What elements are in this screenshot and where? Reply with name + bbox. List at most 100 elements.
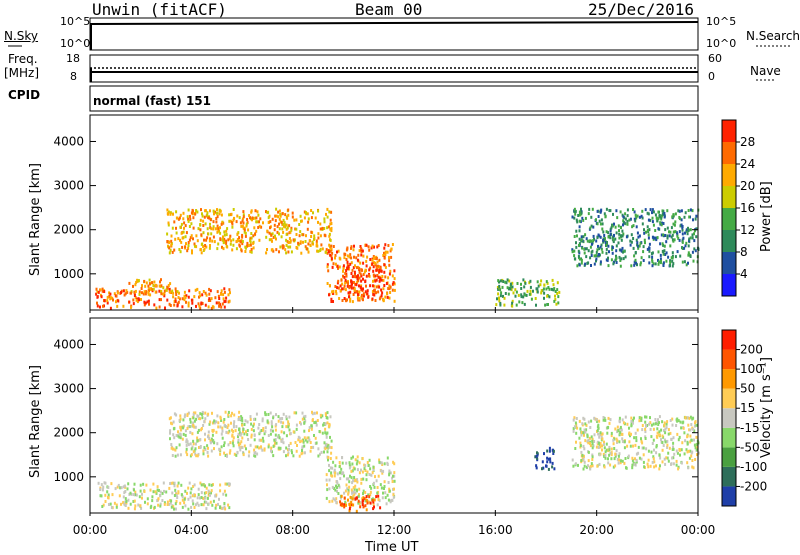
velocity-cells-cell <box>638 419 641 423</box>
power-cells-cell <box>310 230 313 234</box>
velocity-cells-cell <box>338 465 341 469</box>
power-cells-cell <box>216 208 218 212</box>
power-cells-cell <box>282 223 285 227</box>
power-cells-cell <box>188 225 191 228</box>
power-cells-cell <box>171 226 174 230</box>
power-cells-cell <box>186 249 189 253</box>
velocity-cells-cell <box>291 451 293 455</box>
power-cells-cell <box>300 251 303 255</box>
velocity-cells-cell <box>216 442 219 446</box>
power-cells-cell <box>145 281 148 285</box>
power-cells-cell <box>262 221 264 225</box>
power-cells-cell <box>138 292 141 296</box>
velocity-cells-cell <box>383 462 386 466</box>
power-cells-cell <box>674 230 677 234</box>
power-cells-cell <box>241 224 244 228</box>
velocity-cells-cell <box>693 424 696 428</box>
power-cells-cell <box>544 303 547 307</box>
power-cells-cell <box>273 223 276 227</box>
velocity-cells-cell <box>295 411 298 415</box>
power-cells-cell <box>576 220 579 224</box>
velocity-cells-cell <box>618 420 621 424</box>
velocity-cells-cell <box>373 498 376 502</box>
y-tick-label: 2000 <box>53 426 84 440</box>
velocity-cells-cell <box>187 411 190 415</box>
velocity-cells-cell <box>267 443 270 447</box>
velocity-cells-cell <box>618 427 621 431</box>
power-cells-cell <box>249 216 251 220</box>
velocity-cells-cell <box>672 441 675 445</box>
velocity-cells-cell <box>231 428 233 432</box>
power-cells-cell <box>288 224 291 228</box>
power-cells-cell <box>193 295 196 299</box>
velocity-cells-cell <box>652 455 655 459</box>
velocity-cells-cell <box>610 434 613 438</box>
power-cells-cell <box>499 301 502 305</box>
power-cells-cell <box>666 226 669 230</box>
velocity-cells-cell <box>232 444 235 448</box>
velocity-cells-cell <box>642 453 645 457</box>
velocity-cells-cell <box>234 429 237 433</box>
power-cells-cell <box>612 237 615 241</box>
power-cells-cell <box>160 290 163 294</box>
velocity-cells-cell <box>666 456 669 460</box>
velocity-cells-cell <box>109 502 112 506</box>
power-cells-cell <box>509 285 512 288</box>
power-cells-cell <box>160 292 163 296</box>
velocity-cells-cell <box>274 433 277 437</box>
power-cells-cell <box>367 274 370 278</box>
power-cells-cell <box>583 251 586 255</box>
velocity-cells-cell <box>641 446 644 450</box>
power-cells-cell <box>351 300 354 304</box>
power-cells-cell <box>633 254 636 258</box>
velocity-cells-cell <box>633 436 636 440</box>
power-panel <box>89 114 700 311</box>
colorbar-swatch <box>722 408 736 428</box>
velocity-cells-cell <box>630 422 633 426</box>
power-cells-cell <box>390 255 393 259</box>
power-cells-cell <box>657 217 660 221</box>
velocity-cells-cell <box>610 431 613 435</box>
power-cells-cell <box>575 245 578 249</box>
velocity-cells-cell <box>192 413 195 416</box>
velocity-cells-cell <box>377 498 380 501</box>
power-cells-cell <box>305 234 307 238</box>
power-cells-cell <box>622 223 624 227</box>
velocity-cells-cell <box>336 489 338 493</box>
power-cells-cell <box>600 218 603 222</box>
velocity-cells-cell <box>343 474 345 478</box>
velocity-cells-cell <box>172 481 174 485</box>
power-cells-cell <box>683 246 686 250</box>
velocity-cells-cell <box>334 488 337 492</box>
velocity-cells-cell <box>193 419 196 423</box>
power-cells-cell <box>383 284 386 287</box>
velocity-cells-cell <box>534 455 537 459</box>
power-cells-cell <box>336 250 338 254</box>
velocity-cells-cell <box>655 451 658 455</box>
power-cells-cell <box>189 236 192 240</box>
power-cells-cell <box>357 293 359 297</box>
velocity-cells-cell <box>321 431 324 435</box>
velocity-cells-cell <box>587 420 590 424</box>
velocity-cells-cell <box>325 496 328 500</box>
power-cells-cell <box>106 299 109 303</box>
velocity-cells-cell <box>601 444 603 448</box>
velocity-cells-cell <box>574 421 577 425</box>
velocity-cells-cell <box>285 434 288 438</box>
power-cells-cell <box>537 284 540 288</box>
velocity-cells-cell <box>364 469 367 472</box>
power-cells-cell <box>632 237 635 240</box>
velocity-cells-cell <box>377 474 380 478</box>
power-cells-cell <box>622 250 624 254</box>
velocity-cells-cell <box>218 447 221 451</box>
velocity-cells-cell <box>256 452 259 456</box>
velocity-cells-cell <box>661 448 664 452</box>
power-cells-cell <box>138 290 141 294</box>
power-cells-cell <box>592 239 595 243</box>
power-cells-cell <box>208 216 211 220</box>
velocity-cells-cell <box>288 447 290 451</box>
power-cells-cell <box>170 239 173 243</box>
power-cells-cell <box>136 279 139 283</box>
power-cells-cell <box>149 293 152 297</box>
velocity-cells-cell <box>219 506 221 510</box>
